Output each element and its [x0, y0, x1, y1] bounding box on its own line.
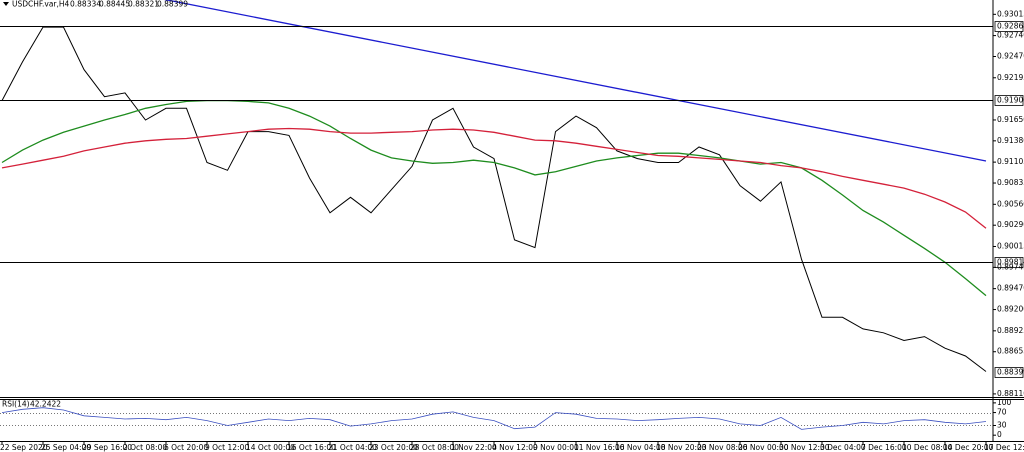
x-tick-label: 16 Oct 16:00 [287, 443, 336, 452]
y-tick-label: 0.92195 [997, 73, 1024, 82]
x-tick-label: 21 Oct 04:00 [328, 443, 377, 452]
y-tick-label: 0.88655 [997, 347, 1024, 356]
y-tick-label: 0.90835 [997, 178, 1024, 187]
y-tick-label: 0.93015 [997, 9, 1024, 18]
x-tick-label: 2 Oct 08:00 [123, 443, 167, 452]
y-tick-label: 70 [997, 408, 1007, 417]
level-label: 0.89814 [997, 258, 1024, 267]
main-plot [0, 0, 993, 372]
rsi-line [1, 407, 987, 430]
x-tick-label: 4 Nov 12:00 [492, 443, 538, 452]
level-label-box [994, 95, 1024, 106]
y-tick-label: 0.90015 [997, 241, 1024, 250]
x-tick-label: 6 Oct 20:00 [164, 443, 208, 452]
level-label-box [994, 21, 1024, 32]
y-tick-label: 100 [997, 398, 1012, 407]
x-tick-label: 26 Nov 00:00 [738, 443, 789, 452]
y-tick-label: 0 [997, 430, 1002, 439]
ohlc-value: 0.88321 [128, 0, 159, 9]
level-label: 0.92868 [997, 22, 1024, 31]
x-tick-label: 17 Dec 12:00 [984, 443, 1024, 452]
y-tick-label: 0.91105 [997, 157, 1024, 166]
symbol-title: USDCHF.var,H4 [12, 0, 70, 9]
x-tick-label: 23 Oct 20:00 [369, 443, 418, 452]
y-tick-label: 0.88925 [997, 326, 1024, 335]
rsi-title: RSI(14) [2, 400, 30, 409]
x-tick-label: 28 Oct 08:00 [410, 443, 459, 452]
x-tick-label: 14 Dec 20:00 [943, 443, 994, 452]
symbol-icon [3, 2, 9, 6]
moving-average [1, 127, 987, 229]
y-tick-label: 0.88110 [997, 389, 1024, 398]
x-tick-label: 7 Dec 16:00 [861, 443, 907, 452]
ohlc-value: 0.88399 [157, 0, 188, 9]
ohlc-value: 0.88334 [70, 0, 101, 9]
x-tick-label: 14 Oct 00:00 [246, 443, 295, 452]
x-tick-label: 11 Nov 16:00 [574, 443, 625, 452]
x-tick-label: 30 Nov 12:00 [779, 443, 830, 452]
level-label: 0.91906 [997, 96, 1024, 105]
y-tick-label: 30 [997, 420, 1007, 429]
trendline [163, 0, 987, 162]
x-tick-label: 9 Nov 00:00 [533, 443, 579, 452]
x-tick-label: 29 Sep 16:00 [82, 443, 132, 452]
x-tick-label: 10 Dec 08:00 [902, 443, 953, 452]
ohlc-value: 0.88445 [99, 0, 130, 9]
x-tick-label: 3 Dec 04:00 [820, 443, 866, 452]
y-tick-label: 0.89745 [997, 262, 1024, 271]
level-label-box [994, 257, 1024, 268]
last-price-label: 0.88399 [997, 368, 1024, 377]
x-tick-label: 25 Sep 04:00 [41, 443, 91, 452]
moving-average [1, 99, 987, 297]
x-tick-label: 18 Nov 20:00 [656, 443, 707, 452]
x-tick-label: 1 Nov 22:00 [451, 443, 497, 452]
rsi-value: 42.2422 [30, 400, 61, 409]
x-tick-label: 22 Sep 2020 [0, 443, 48, 452]
last-price-box [994, 367, 1024, 378]
x-tick-label: 16 Nov 04:00 [615, 443, 666, 452]
x-tick-label: 23 Nov 08:00 [697, 443, 748, 452]
price-line [1, 26, 987, 372]
x-tick-label: 9 Oct 12:00 [205, 443, 249, 452]
